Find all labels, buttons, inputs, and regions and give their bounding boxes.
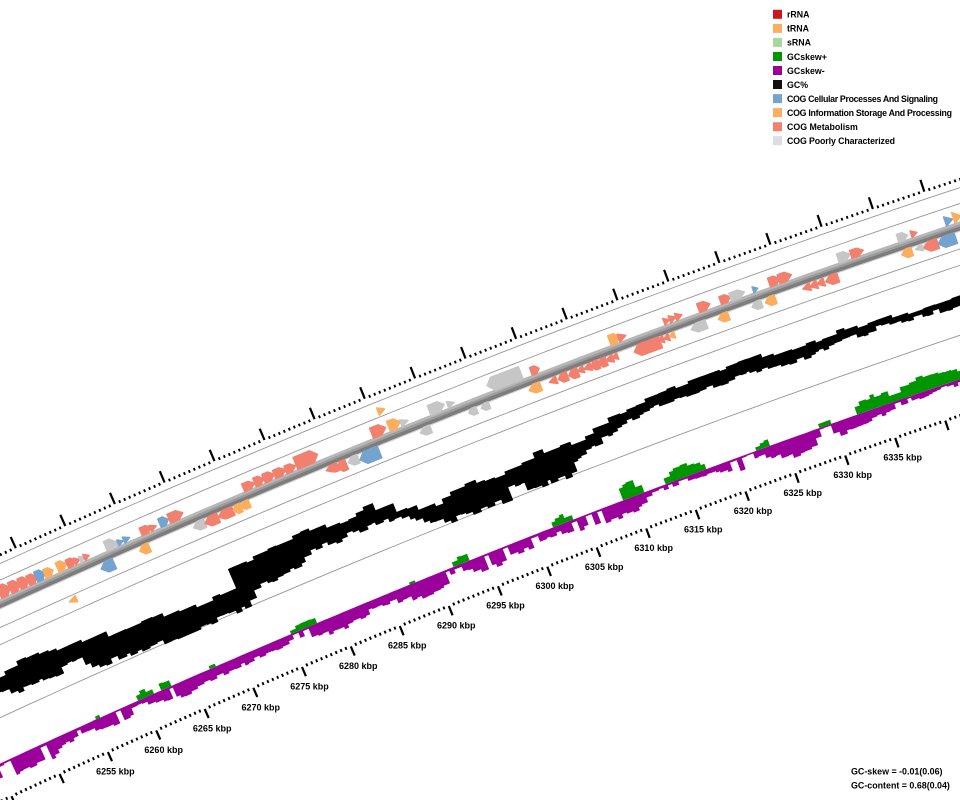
svg-text:6310 kbp: 6310 kbp xyxy=(634,543,673,553)
svg-text:6270 kbp: 6270 kbp xyxy=(242,702,281,712)
svg-text:6280 kbp: 6280 kbp xyxy=(339,661,378,671)
svg-text:6305 kbp: 6305 kbp xyxy=(585,562,624,572)
svg-text:6300 kbp: 6300 kbp xyxy=(536,581,575,591)
svg-text:6260 kbp: 6260 kbp xyxy=(144,745,183,755)
svg-text:6265 kbp: 6265 kbp xyxy=(193,724,232,734)
svg-text:GC%: GC% xyxy=(787,80,808,90)
svg-text:COG Information Storage And Pr: COG Information Storage And Processing xyxy=(787,108,952,118)
svg-text:6320 kbp: 6320 kbp xyxy=(734,506,773,516)
svg-text:6295 kbp: 6295 kbp xyxy=(486,601,525,611)
svg-text:GCskew+: GCskew+ xyxy=(787,52,827,62)
svg-text:rRNA: rRNA xyxy=(787,10,810,20)
svg-text:tRNA: tRNA xyxy=(787,24,810,34)
svg-text:GC-skew = -0.01(0.06): GC-skew = -0.01(0.06) xyxy=(851,767,943,777)
svg-text:6290 kbp: 6290 kbp xyxy=(437,621,476,631)
svg-text:sRNA: sRNA xyxy=(787,38,812,48)
svg-text:6335 kbp: 6335 kbp xyxy=(883,452,922,462)
svg-text:GCskew-: GCskew- xyxy=(787,66,825,76)
svg-text:6255 kbp: 6255 kbp xyxy=(96,767,135,777)
svg-text:6330 kbp: 6330 kbp xyxy=(833,470,872,480)
svg-text:COG Cellular Processes And Sig: COG Cellular Processes And Signaling xyxy=(787,94,938,104)
svg-text:6275 kbp: 6275 kbp xyxy=(290,682,329,692)
svg-text:6315 kbp: 6315 kbp xyxy=(684,524,723,534)
svg-text:GC-content = 0.68(0.04): GC-content = 0.68(0.04) xyxy=(851,781,950,791)
svg-text:6325 kbp: 6325 kbp xyxy=(784,488,823,498)
svg-text:COG Poorly Characterized: COG Poorly Characterized xyxy=(787,136,895,146)
svg-text:COG Metabolism: COG Metabolism xyxy=(787,122,858,132)
svg-text:6285 kbp: 6285 kbp xyxy=(388,641,427,651)
